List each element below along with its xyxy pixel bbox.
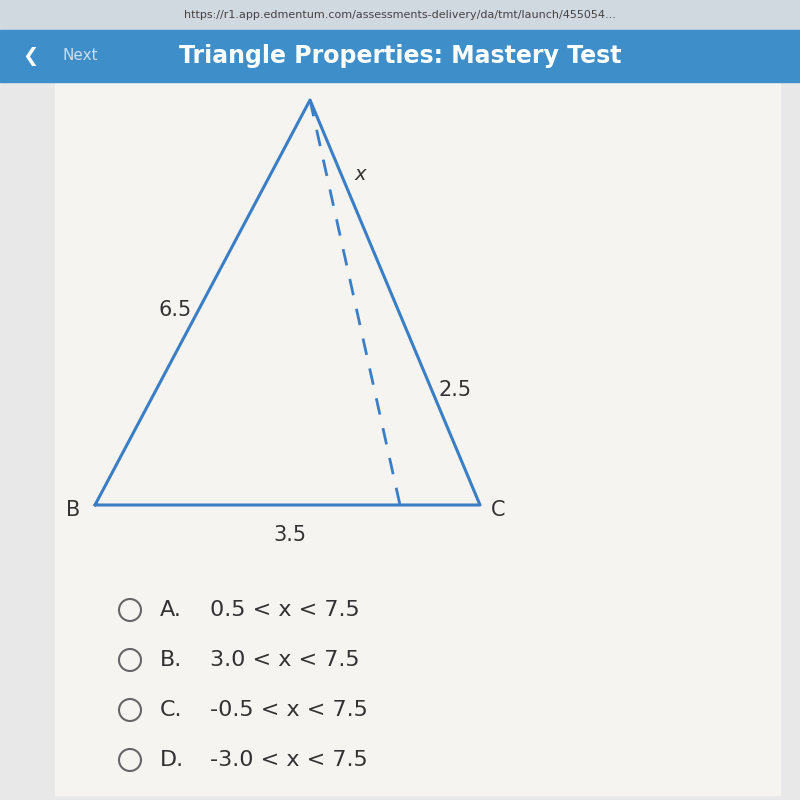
Text: 3.0 < x < 7.5: 3.0 < x < 7.5: [210, 650, 360, 670]
Text: B: B: [66, 500, 80, 520]
Text: 2.5: 2.5: [438, 380, 471, 400]
Text: D.: D.: [160, 750, 184, 770]
Text: -0.5 < x < 7.5: -0.5 < x < 7.5: [210, 700, 368, 720]
Text: x: x: [354, 166, 366, 185]
Text: B.: B.: [160, 650, 182, 670]
Text: -3.0 < x < 7.5: -3.0 < x < 7.5: [210, 750, 368, 770]
Text: A.: A.: [160, 600, 182, 620]
Text: Next: Next: [62, 49, 98, 63]
Bar: [0, 30, 800, 82]
Bar: [0, 0, 800, 30]
Text: ❮: ❮: [22, 46, 38, 66]
Text: C: C: [490, 500, 506, 520]
Text: 0.5 < x < 7.5: 0.5 < x < 7.5: [210, 600, 360, 620]
Bar: [55, 82, 780, 795]
Text: https://r1.app.edmentum.com/assessments-delivery/da/tmt/launch/455054...: https://r1.app.edmentum.com/assessments-…: [184, 10, 616, 20]
Text: 6.5: 6.5: [158, 300, 192, 320]
Text: Triangle Properties: Mastery Test: Triangle Properties: Mastery Test: [178, 44, 622, 68]
Text: C.: C.: [160, 700, 182, 720]
Text: 3.5: 3.5: [274, 525, 306, 545]
